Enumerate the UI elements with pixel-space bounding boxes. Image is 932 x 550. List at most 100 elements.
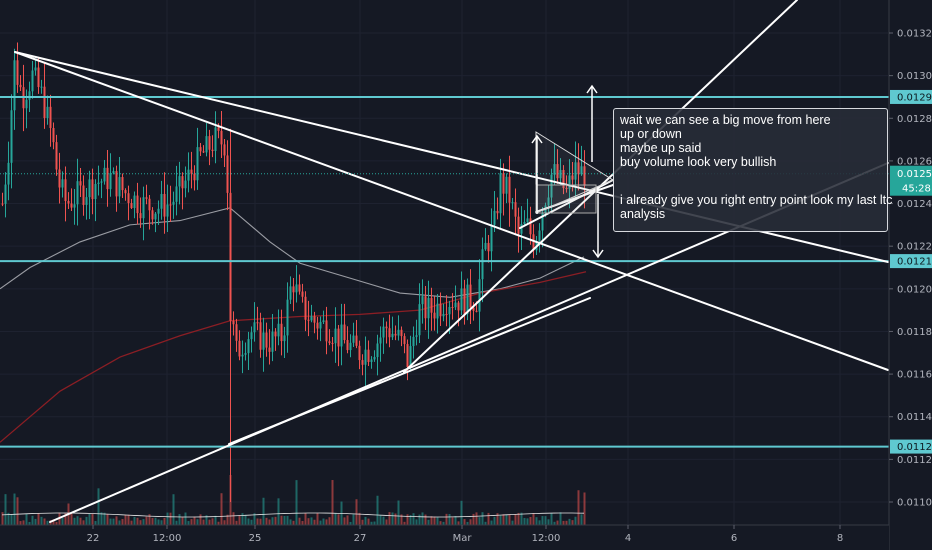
volume-bar xyxy=(571,520,574,525)
volume-bar xyxy=(61,517,64,525)
volume-bar xyxy=(457,521,460,525)
candle-body xyxy=(376,343,379,358)
candle-body xyxy=(121,177,124,191)
volume-bar xyxy=(172,494,175,525)
annotation-callout[interactable]: wait we can see a big move from here up … xyxy=(613,108,892,232)
candle-body xyxy=(406,344,409,367)
candle-body xyxy=(232,320,235,325)
candle-body xyxy=(268,347,271,352)
candle-body xyxy=(346,340,349,351)
volume-bar xyxy=(121,519,124,525)
candle-body xyxy=(37,67,40,88)
volume-bar xyxy=(118,520,121,525)
volume-bar xyxy=(256,518,259,525)
candle-body xyxy=(418,304,421,336)
volume-bar xyxy=(46,520,49,525)
candle-body xyxy=(163,193,166,217)
candle-body xyxy=(583,166,586,186)
volume-bar xyxy=(367,518,370,525)
volume-bar xyxy=(13,493,16,525)
candle-body xyxy=(40,86,43,88)
candle-body xyxy=(571,175,574,180)
candle-body xyxy=(436,303,439,319)
candle-body xyxy=(457,302,460,311)
volume-bar xyxy=(397,500,400,525)
annotation-line: analysis xyxy=(620,207,666,221)
time-tick-label: 27 xyxy=(354,533,367,544)
volume-bar xyxy=(226,514,229,525)
volume-bar xyxy=(346,515,349,525)
volume-bar xyxy=(520,512,523,525)
volume-bar xyxy=(4,494,7,525)
volume-bar xyxy=(445,513,448,525)
volume-bar xyxy=(295,480,298,525)
volume-bar xyxy=(421,512,424,525)
candle-body xyxy=(19,84,22,88)
candle-body xyxy=(508,176,511,203)
candle-body xyxy=(337,328,340,347)
volume-bar xyxy=(481,512,484,525)
volume-bar xyxy=(349,521,352,525)
volume-bar xyxy=(142,519,145,525)
candle-body xyxy=(394,333,397,336)
candle-body xyxy=(577,162,580,175)
volume-bar xyxy=(238,515,241,525)
volume-bar xyxy=(265,517,268,525)
volume-bar xyxy=(388,512,391,525)
candle-body xyxy=(253,322,256,333)
horizontal-levels[interactable] xyxy=(0,95,889,448)
candle-body xyxy=(532,234,535,251)
candle-body xyxy=(574,162,577,180)
candle-body xyxy=(13,60,16,111)
candle-body xyxy=(286,299,289,336)
volume-bar xyxy=(289,519,292,525)
level-price-tag-label: 0.01126 xyxy=(897,442,932,453)
volume-bar xyxy=(319,520,322,525)
grid xyxy=(0,0,888,525)
volume-bar xyxy=(529,516,532,525)
candle-body xyxy=(52,127,55,143)
time-tick-label: Mar xyxy=(453,533,473,544)
volume-bar xyxy=(103,512,106,525)
volume-bar xyxy=(406,514,409,525)
candle-body xyxy=(502,173,505,194)
candle-body xyxy=(430,298,433,313)
candle-body xyxy=(88,179,91,198)
volume-bar xyxy=(382,516,385,525)
candle-body xyxy=(208,136,211,150)
volume-bar xyxy=(292,520,295,525)
candle-body xyxy=(46,106,49,119)
volume-bar xyxy=(211,518,214,525)
candle-body xyxy=(505,176,508,194)
volume-bar xyxy=(328,517,331,525)
candle-body xyxy=(10,110,13,163)
candle-body xyxy=(331,342,334,344)
candle-body xyxy=(361,360,364,365)
candle-body xyxy=(580,166,583,175)
time-axis[interactable]: 22 12:00 25 27 Mar 12:00 4 6 8 xyxy=(0,524,889,550)
volume-bar xyxy=(379,514,382,525)
candle-body xyxy=(61,179,64,188)
candle-body xyxy=(226,155,229,193)
volume-bar xyxy=(562,520,565,525)
volume-bar xyxy=(34,518,37,525)
volume-bar xyxy=(448,513,451,525)
candle-body xyxy=(424,296,427,319)
volume-bar xyxy=(403,521,406,525)
volume-bar xyxy=(310,517,313,525)
volume-bar xyxy=(187,521,190,525)
candle-body xyxy=(409,346,412,367)
volume-bar xyxy=(439,521,442,525)
volume-bar xyxy=(313,519,316,525)
volume-bar xyxy=(70,513,73,525)
candles xyxy=(1,42,586,502)
candle-body xyxy=(397,329,400,336)
candle-body xyxy=(64,179,67,202)
candle-body xyxy=(445,313,448,315)
